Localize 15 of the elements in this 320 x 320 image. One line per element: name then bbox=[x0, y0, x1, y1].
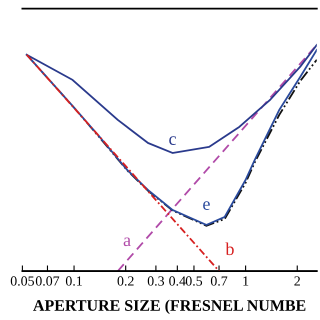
series-label: b bbox=[225, 242, 234, 256]
series-label: e bbox=[203, 201, 210, 210]
series-label: a bbox=[124, 238, 131, 246]
x-tick-label: 0.2 bbox=[118, 276, 134, 286]
series-label: c bbox=[169, 136, 176, 145]
x-tick-label: 0.4 bbox=[169, 276, 186, 286]
x-tick-label: 0.07 bbox=[36, 276, 60, 286]
x-tick-label: 1 bbox=[243, 276, 248, 286]
x-tick-label: 0.5 bbox=[186, 276, 202, 286]
x-tick-label: 0.7 bbox=[210, 276, 228, 286]
x-tick-label: 0.3 bbox=[148, 276, 164, 286]
x-axis-title: APERTURE SIZE (FRESNEL NUMBE bbox=[33, 300, 306, 314]
x-tick-label: 0.1 bbox=[66, 276, 82, 286]
x-tick-label: 0.05 bbox=[10, 276, 34, 286]
x-tick-label: 2 bbox=[294, 276, 300, 286]
